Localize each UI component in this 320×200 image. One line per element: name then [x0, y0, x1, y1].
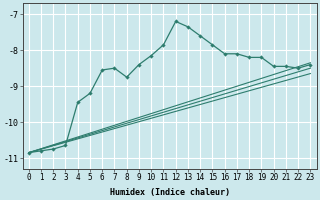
X-axis label: Humidex (Indice chaleur): Humidex (Indice chaleur) — [109, 188, 229, 197]
